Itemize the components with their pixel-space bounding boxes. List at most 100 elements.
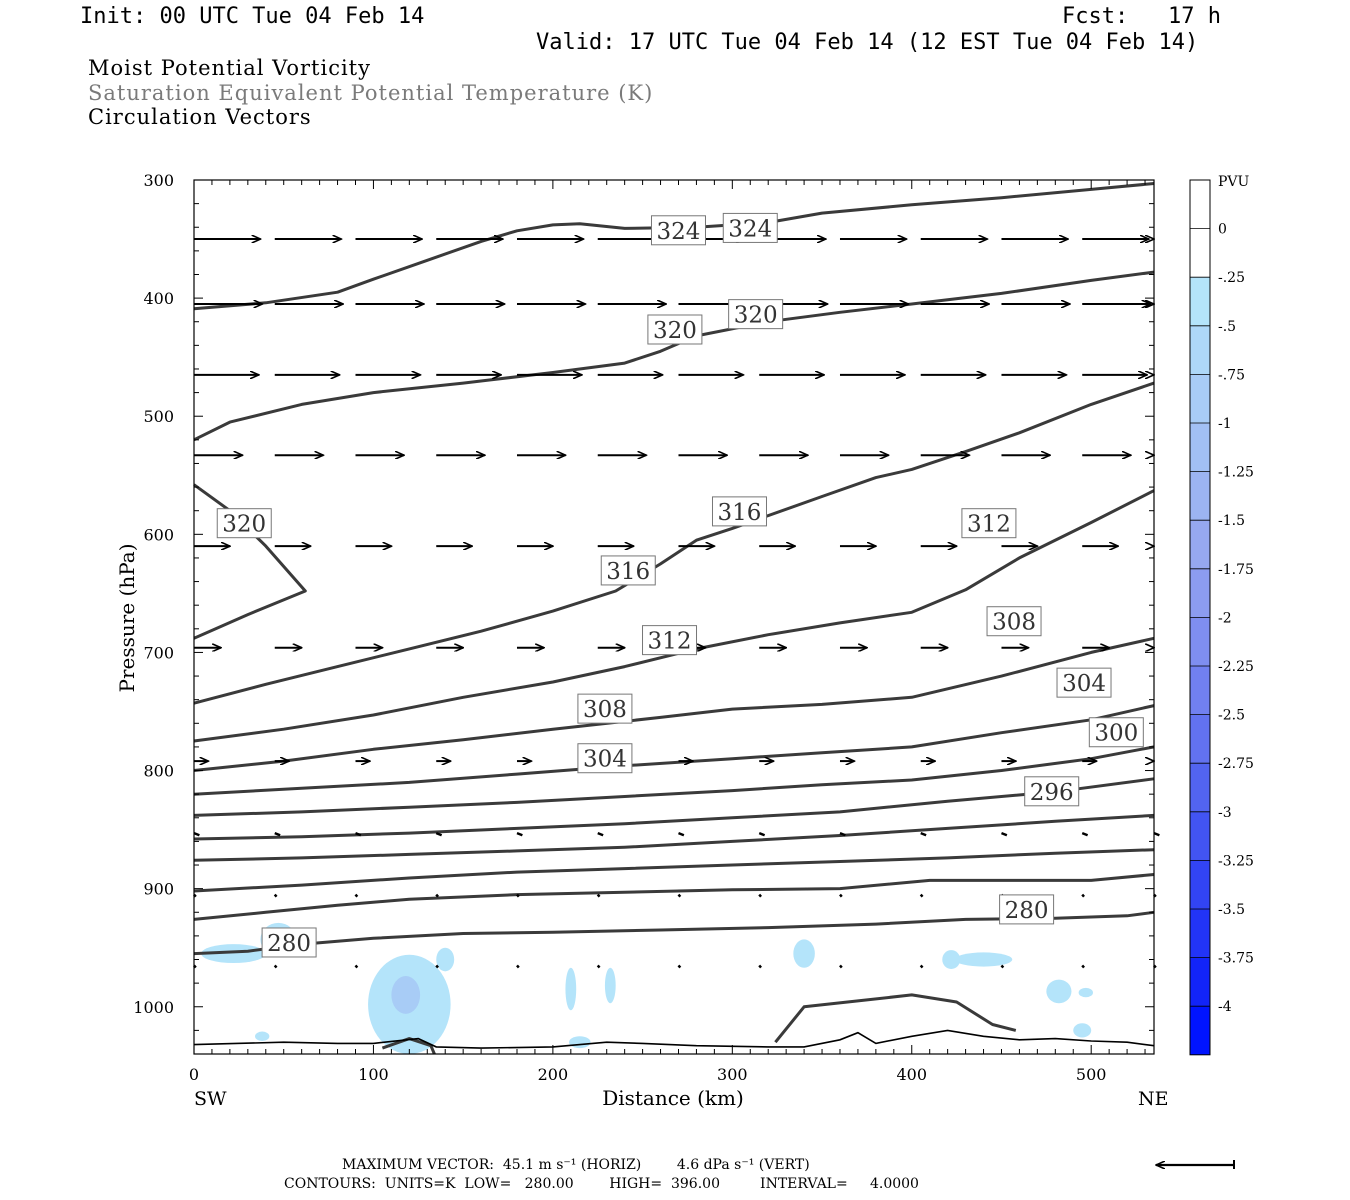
colorbar-title: PVU xyxy=(1218,174,1250,190)
y-tick-label: 700 xyxy=(143,643,174,662)
y-tick-label: 800 xyxy=(143,762,174,781)
contour-label: 320 xyxy=(216,508,272,539)
colorbar-level-label: -2.5 xyxy=(1218,708,1245,724)
y-tick-label: 400 xyxy=(143,289,174,308)
contour-label-text: 320 xyxy=(653,318,697,344)
circulation-vector xyxy=(516,964,520,969)
forecast-hour: Fcst: 17 h xyxy=(1062,4,1221,29)
colorbar-level-label: -.25 xyxy=(1218,270,1245,286)
colorbar-swatch xyxy=(1190,568,1210,618)
contour-label-text: 320 xyxy=(222,512,266,538)
colorbar-level-label: -1.75 xyxy=(1218,562,1254,578)
circulation-vector xyxy=(919,964,924,969)
x-end-label-left: SW xyxy=(194,1088,227,1110)
colorbar-swatch xyxy=(1190,909,1210,958)
circulation-vector xyxy=(354,893,359,898)
theta-e-contour-308 xyxy=(193,636,1155,772)
circulation-vector xyxy=(758,964,762,969)
x-end-label-right: NE xyxy=(1138,1088,1169,1110)
circulation-vector xyxy=(596,964,601,969)
theta-e-contour-288 xyxy=(193,848,1155,893)
contour-label-text: 312 xyxy=(648,629,692,655)
colorbar-level-label: -1 xyxy=(1218,416,1232,432)
colorbar-level-label: -.75 xyxy=(1218,367,1245,383)
contour-label: 308 xyxy=(986,606,1042,637)
contour-label-box xyxy=(216,508,272,539)
contour-label: 312 xyxy=(961,508,1017,539)
contour-label-box xyxy=(722,212,778,243)
contour-label-box xyxy=(261,927,317,958)
circulation-vector xyxy=(839,893,843,898)
contour-label: 312 xyxy=(642,625,698,656)
theta-e-contour-324 xyxy=(193,182,1155,311)
colorbar-swatch xyxy=(1190,811,1210,861)
circulation-vector xyxy=(435,831,443,837)
contour-label: 300 xyxy=(1088,717,1144,748)
circulation-vector xyxy=(596,893,601,898)
pv-shade-patch xyxy=(793,939,815,968)
contour-label-text: 324 xyxy=(657,219,701,245)
theta-e-contour-296 xyxy=(193,777,1155,841)
circulation-vector xyxy=(678,831,685,837)
x-tick-label: 0 xyxy=(189,1065,199,1084)
theta-e-contour-300 xyxy=(193,745,1155,817)
contour-label-box xyxy=(642,625,698,656)
circulation-vector xyxy=(677,893,682,898)
contour-label: 304 xyxy=(1056,667,1112,698)
y-tick-label: 600 xyxy=(143,525,174,544)
colorbar-swatch xyxy=(1190,374,1210,423)
contour-label: 308 xyxy=(577,693,633,724)
contour-label-text: 280 xyxy=(267,931,311,957)
circulation-vector xyxy=(1153,831,1160,837)
field-label-mpv: Moist Potential Vorticity xyxy=(88,56,371,80)
contour-label-box xyxy=(577,743,633,774)
circulation-vector xyxy=(597,831,604,837)
circulation-vector xyxy=(839,831,846,837)
circulation-vector xyxy=(435,893,439,898)
colorbar-swatch xyxy=(1190,228,1210,278)
circulation-vector xyxy=(355,831,362,837)
colorbar-level-label: -3.5 xyxy=(1218,902,1245,918)
contour-label-text: 280 xyxy=(1005,898,1049,924)
pv-shade-patch xyxy=(436,947,455,972)
colorbar-level-label: -1.5 xyxy=(1218,513,1245,529)
colorbar-swatch xyxy=(1190,180,1210,229)
circulation-vector xyxy=(677,964,682,969)
plot-frame xyxy=(193,179,1155,1055)
contour-label-text: 308 xyxy=(583,697,627,723)
colorbar-level-label: -3.75 xyxy=(1218,951,1254,967)
y-axis-title: Pressure (hPa) xyxy=(115,544,139,693)
contour-label: 320 xyxy=(728,299,784,330)
circulation-vector xyxy=(919,893,924,898)
contour-label-box xyxy=(961,508,1017,539)
circulation-vector xyxy=(516,893,520,898)
pv-shade-patch xyxy=(954,952,1013,967)
contour-label: 280 xyxy=(999,894,1055,925)
colorbar-swatch xyxy=(1190,471,1210,521)
y-tick-label: 500 xyxy=(143,407,174,426)
pv-shade-patch xyxy=(1078,987,1093,998)
contour-label-box xyxy=(600,555,656,586)
contour-label-box xyxy=(647,314,703,345)
pv-shade-patch xyxy=(1046,979,1072,1004)
circulation-vector xyxy=(273,964,278,969)
circulation-vector xyxy=(839,964,843,969)
init-time: Init: 00 UTC Tue 04 Feb 14 xyxy=(80,4,425,29)
contour-label-text: 312 xyxy=(967,512,1011,538)
max-vector-note: MAXIMUM VECTOR: 45.1 m s⁻¹ (HORIZ) 4.6 d… xyxy=(342,1157,810,1173)
y-tick-label: 300 xyxy=(143,171,174,190)
theta-e-contour-316 xyxy=(193,381,1155,705)
contour-label-box xyxy=(577,693,633,724)
colorbar-level-label: -3.25 xyxy=(1218,853,1254,869)
circulation-vector xyxy=(1081,831,1089,837)
contour-label: 316 xyxy=(600,555,656,586)
colorbar-level-label: 0 xyxy=(1218,222,1227,238)
contour-label-text: 316 xyxy=(718,500,762,526)
x-tick-label: 300 xyxy=(717,1065,748,1084)
theta-e-contour-280 xyxy=(774,993,1017,1044)
y-tick-label: 1000 xyxy=(133,998,174,1017)
pv-shade-patch xyxy=(1073,1023,1092,1038)
contour-label: 324 xyxy=(722,212,778,243)
theta-e-contour-320 xyxy=(193,483,307,640)
